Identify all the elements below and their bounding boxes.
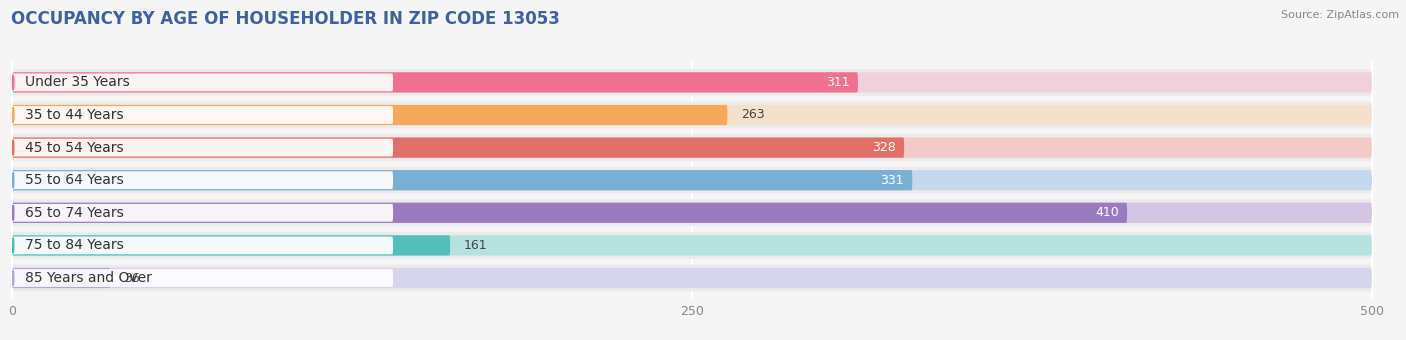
FancyBboxPatch shape [13,265,1372,291]
FancyBboxPatch shape [13,139,394,156]
FancyBboxPatch shape [13,268,110,288]
Text: OCCUPANCY BY AGE OF HOUSEHOLDER IN ZIP CODE 13053: OCCUPANCY BY AGE OF HOUSEHOLDER IN ZIP C… [11,10,560,28]
Text: 331: 331 [880,174,904,187]
Text: Under 35 Years: Under 35 Years [25,75,129,89]
Text: 328: 328 [872,141,896,154]
FancyBboxPatch shape [13,268,1372,288]
Text: 35 to 44 Years: 35 to 44 Years [25,108,124,122]
Text: 161: 161 [464,239,488,252]
Text: 85 Years and Over: 85 Years and Over [25,271,152,285]
FancyBboxPatch shape [13,134,1372,161]
Text: 55 to 64 Years: 55 to 64 Years [25,173,124,187]
FancyBboxPatch shape [13,106,394,124]
FancyBboxPatch shape [13,102,1372,129]
FancyBboxPatch shape [13,170,912,190]
Text: 45 to 54 Years: 45 to 54 Years [25,141,124,155]
FancyBboxPatch shape [13,137,904,158]
Text: 65 to 74 Years: 65 to 74 Years [25,206,124,220]
FancyBboxPatch shape [13,200,1372,226]
FancyBboxPatch shape [13,203,1128,223]
FancyBboxPatch shape [13,167,1372,193]
FancyBboxPatch shape [13,232,1372,259]
Text: 36: 36 [124,272,139,285]
Text: 263: 263 [741,108,765,121]
FancyBboxPatch shape [13,235,1372,256]
FancyBboxPatch shape [13,237,394,254]
FancyBboxPatch shape [13,105,727,125]
FancyBboxPatch shape [13,72,858,92]
Text: 75 to 84 Years: 75 to 84 Years [25,238,124,252]
FancyBboxPatch shape [13,105,1372,125]
FancyBboxPatch shape [13,69,1372,96]
Text: 311: 311 [827,76,849,89]
FancyBboxPatch shape [13,170,1372,190]
FancyBboxPatch shape [13,72,1372,92]
Text: 410: 410 [1095,206,1119,219]
FancyBboxPatch shape [13,73,394,91]
FancyBboxPatch shape [13,171,394,189]
FancyBboxPatch shape [13,269,394,287]
Text: Source: ZipAtlas.com: Source: ZipAtlas.com [1281,10,1399,20]
FancyBboxPatch shape [13,203,1372,223]
FancyBboxPatch shape [13,137,1372,158]
FancyBboxPatch shape [13,235,450,256]
FancyBboxPatch shape [13,204,394,222]
